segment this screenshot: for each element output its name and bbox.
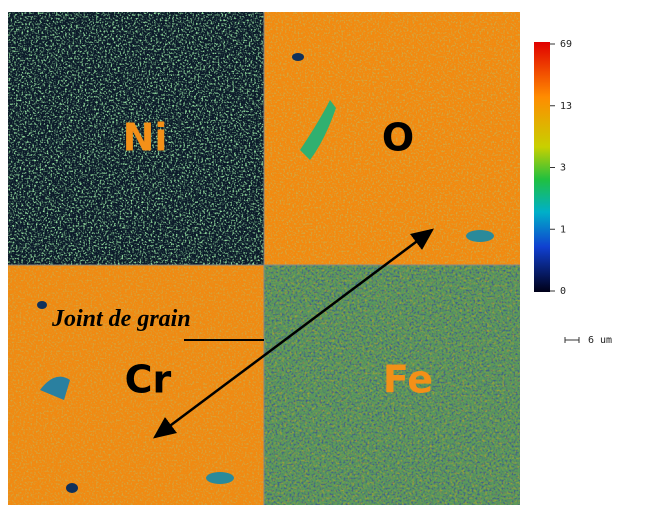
- panel-label: O: [382, 116, 414, 160]
- feature: [206, 472, 234, 484]
- scale-label: 6 um: [588, 335, 612, 346]
- tick-label: 0: [560, 286, 566, 297]
- feature: [66, 483, 78, 493]
- feature: [300, 100, 336, 160]
- panel-label: Ni: [123, 116, 168, 160]
- tick-label: 3: [560, 163, 566, 174]
- colorbar: [534, 42, 550, 292]
- feature: [37, 301, 47, 309]
- panel-label: Fe: [383, 358, 433, 402]
- ni-speckle: [8, 12, 264, 265]
- o-speckle: [264, 12, 520, 265]
- panel-label: Cr: [125, 358, 172, 402]
- annotation: Joint de grain: [51, 306, 191, 332]
- tick-label: 13: [560, 101, 572, 112]
- arrow: [152, 228, 435, 439]
- feature: [292, 53, 304, 61]
- tick-label: 69: [560, 39, 572, 50]
- feature: [466, 230, 494, 242]
- feature: [40, 376, 70, 400]
- tick-label: 1: [560, 224, 566, 235]
- colorbar-ticks: 69 13 3 1 0: [550, 39, 572, 297]
